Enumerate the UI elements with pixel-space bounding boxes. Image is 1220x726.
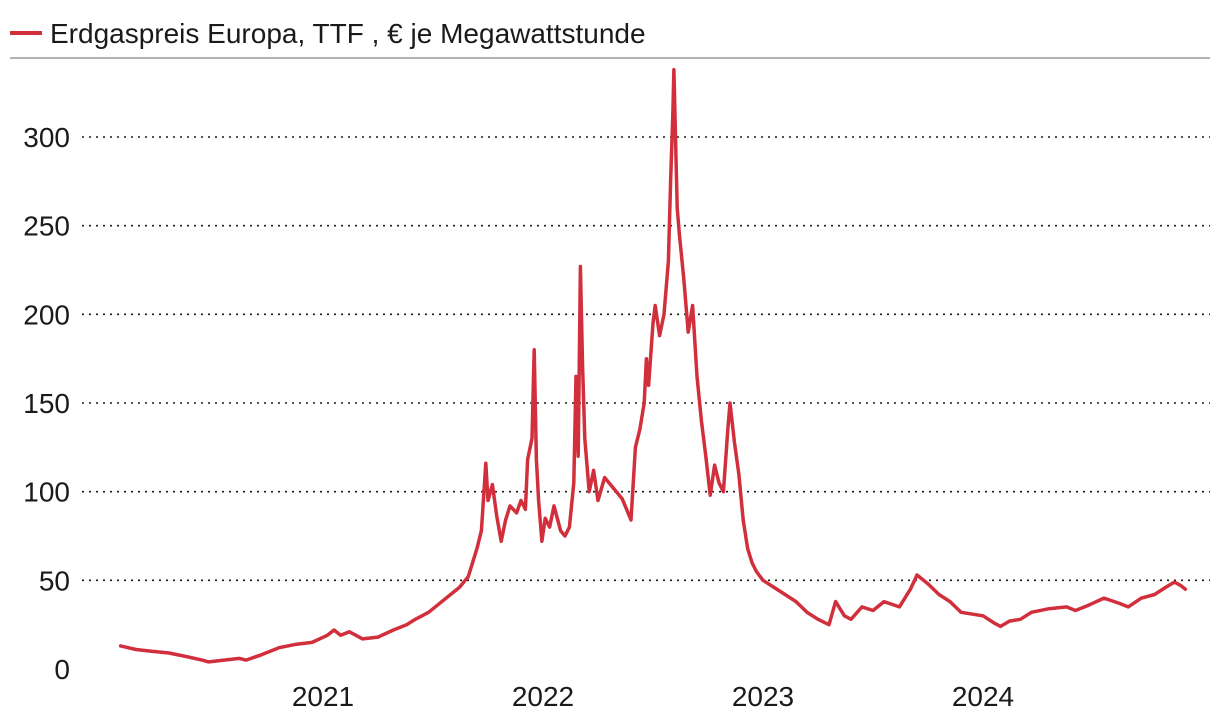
y-tick-label-300: 300 xyxy=(23,122,70,153)
series-line-ttf-price xyxy=(118,67,1188,664)
y-tick-label-250: 250 xyxy=(23,211,70,242)
x-tick-label-2024: 2024 xyxy=(952,681,1014,712)
x-axis-tick-labels: 2021 2022 2023 2024 xyxy=(292,681,1014,712)
y-axis-tick-labels: 0 50 100 150 200 250 300 xyxy=(23,122,70,685)
y-tick-label-50: 50 xyxy=(39,565,70,596)
x-tick-label-2023: 2023 xyxy=(732,681,794,712)
x-tick-label-2021: 2021 xyxy=(292,681,354,712)
y-tick-label-0: 0 xyxy=(54,654,70,685)
y-tick-label-150: 150 xyxy=(23,388,70,419)
y-tick-label-100: 100 xyxy=(23,477,70,508)
y-tick-label-200: 200 xyxy=(23,299,70,330)
x-tick-label-2022: 2022 xyxy=(512,681,574,712)
chart-legend: Erdgaspreis Europa, TTF , € je Megawatts… xyxy=(10,18,646,49)
legend-label: Erdgaspreis Europa, TTF , € je Megawatts… xyxy=(50,18,646,49)
